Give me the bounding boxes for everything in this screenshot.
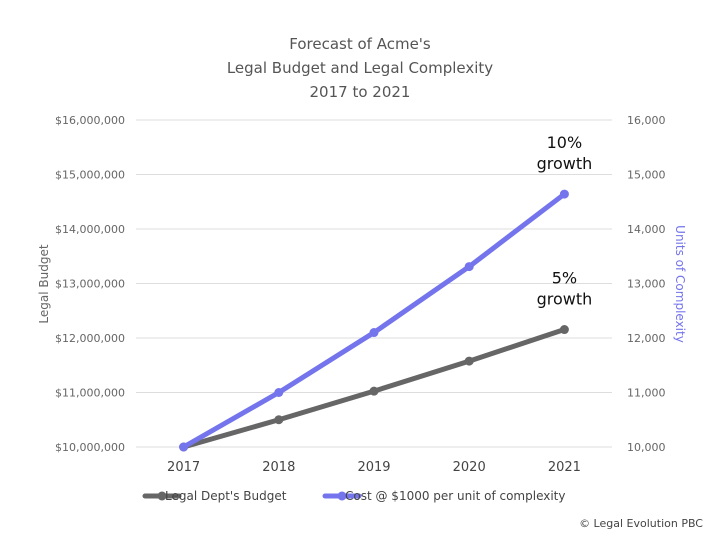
data-point (369, 386, 379, 396)
data-point (464, 356, 474, 366)
legend: Legal Dept's Budget Cost @ $1000 per unit… (142, 489, 565, 503)
data-point (559, 189, 569, 199)
x-tick-label: 2017 (167, 460, 200, 475)
copyright-notice: © Legal Evolution PBC (579, 517, 703, 530)
legend-swatch-marker (337, 491, 347, 501)
chart-title: Forecast of Acme's Legal Budget and Legal… (227, 35, 493, 101)
y-tick-label-left: $16,000,000 (55, 114, 125, 127)
y-tick-label-left: $10,000,000 (55, 441, 125, 454)
growth-annotation: 10% (547, 133, 583, 152)
legend-swatch-marker (157, 491, 167, 501)
growth-annotation: 5% (552, 269, 577, 288)
y-tick-label-right: 10,000 (627, 441, 666, 454)
series-line (181, 191, 567, 450)
data-point (369, 328, 379, 338)
y-tick-label-left: $11,000,000 (55, 387, 125, 400)
chart-title-line: Forecast of Acme's (289, 35, 431, 53)
y-tick-label-left: $13,000,000 (55, 278, 125, 291)
y-tick-label-right: 14,000 (627, 223, 666, 236)
y-axis-label-right: Units of Complexity (673, 225, 687, 343)
y-tick-label-right: 13,000 (627, 278, 666, 291)
data-point (274, 388, 284, 397)
y-tick-label-left: $14,000,000 (55, 223, 125, 236)
data-point (179, 442, 189, 452)
x-tick-label: 2018 (262, 460, 295, 475)
y-tick-label-right: 16,000 (627, 114, 666, 127)
y-tick-label-right: 12,000 (627, 332, 666, 345)
y-tick-label-right: 11,000 (627, 387, 666, 400)
legend-label: Legal Dept's Budget (165, 489, 287, 503)
growth-annotation: growth (537, 290, 593, 309)
x-axis-ticks: 2017 2018 2019 2020 2021 (167, 460, 581, 475)
growth-annotation: growth (537, 154, 593, 173)
y-axis-label-left: Legal Budget (37, 244, 51, 323)
gridlines (136, 119, 612, 448)
chart-title-line: 2017 to 2021 (310, 83, 411, 101)
y-tick-label-left: $15,000,000 (55, 169, 125, 182)
data-point (274, 415, 284, 425)
y-axis-left-ticks: $10,000,000 $11,000,000 $12,000,000 $13,000… (55, 114, 125, 454)
series-lines (179, 189, 569, 452)
y-tick-label-left: $12,000,000 (55, 332, 125, 345)
data-point (559, 325, 569, 335)
x-tick-label: 2021 (548, 460, 581, 475)
x-tick-label: 2020 (453, 460, 486, 475)
y-tick-label-right: 15,000 (627, 169, 666, 182)
data-point (464, 262, 474, 272)
growth-annotations: 10% growth 5% growth (537, 133, 593, 308)
x-tick-label: 2019 (357, 460, 390, 475)
legend-label: Cost @ $1000 per unit of complexity (345, 489, 565, 503)
chart-title-line: Legal Budget and Legal Complexity (227, 59, 493, 77)
y-axis-right-ticks: 10,000 11,000 12,000 13,000 14,000 15,000 16,0… (627, 114, 666, 454)
